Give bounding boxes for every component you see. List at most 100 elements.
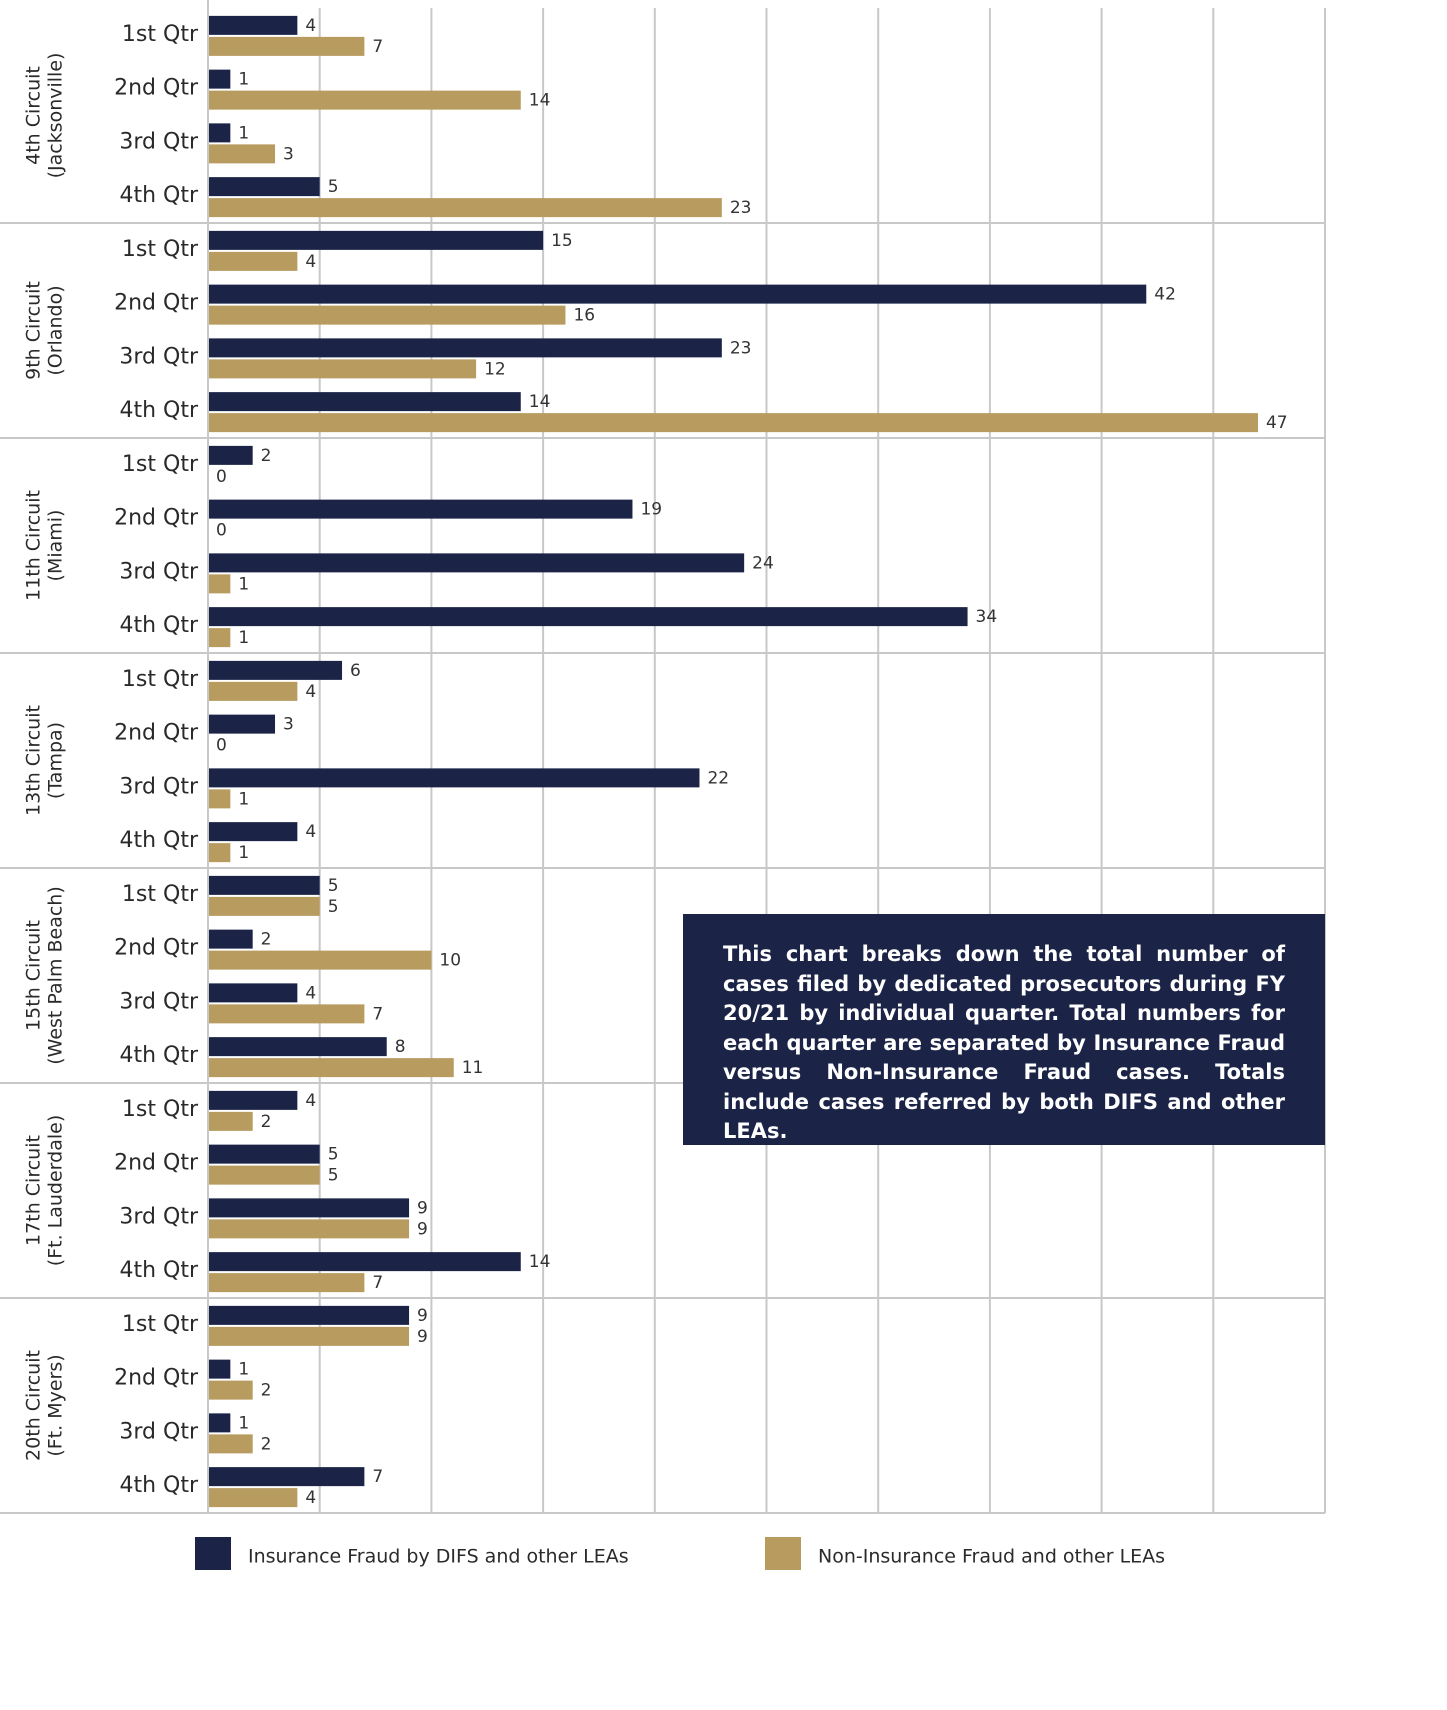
y-tick-label: 4th Qtr <box>119 1043 199 1068</box>
group-label: (West Palm Beach) <box>45 886 67 1065</box>
group-label: (Miami) <box>45 510 67 582</box>
y-tick-label: 4th Qtr <box>119 1473 199 1498</box>
legend-swatch <box>195 1537 231 1570</box>
y-tick-label: 2nd Qtr <box>114 76 199 101</box>
y-tick-label: 1st Qtr <box>122 452 199 477</box>
bar <box>208 1004 365 1024</box>
value-label: 22 <box>707 768 729 788</box>
value-label: 1 <box>238 123 249 143</box>
value-label: 23 <box>730 338 752 358</box>
y-tick-label: 3rd Qtr <box>119 1204 199 1229</box>
y-tick-label: 4th Qtr <box>119 828 199 853</box>
y-tick-label: 3rd Qtr <box>119 559 199 584</box>
bar <box>208 660 343 680</box>
value-label: 4 <box>305 822 316 842</box>
bar <box>208 144 276 164</box>
bar <box>208 843 231 863</box>
value-label: 14 <box>529 91 551 111</box>
bar <box>208 1273 365 1293</box>
value-label: 7 <box>372 1273 383 1293</box>
bar <box>208 1198 410 1218</box>
value-label: 24 <box>752 553 774 573</box>
value-label: 7 <box>372 1467 383 1487</box>
bar <box>208 230 544 250</box>
group-label: 17th Circuit <box>23 1135 45 1246</box>
group-label: (Tampa) <box>45 722 67 799</box>
value-label: 1 <box>238 70 249 90</box>
value-label: 12 <box>484 359 506 379</box>
bar <box>208 338 722 358</box>
value-label: 8 <box>395 1037 406 1057</box>
bar <box>208 198 722 218</box>
value-label: 5 <box>328 177 339 197</box>
bar <box>208 90 521 110</box>
bar <box>208 445 253 465</box>
bar <box>208 69 231 89</box>
bar <box>208 123 231 143</box>
value-label: 1 <box>238 1413 249 1433</box>
group-label: 20th Circuit <box>23 1350 45 1461</box>
value-label: 16 <box>573 306 595 326</box>
value-label: 42 <box>1154 285 1176 305</box>
value-label: 0 <box>216 521 227 541</box>
value-label: 19 <box>640 500 662 520</box>
value-label: 23 <box>730 198 752 218</box>
value-label: 1 <box>238 1360 249 1380</box>
bar <box>208 983 298 1003</box>
bar <box>208 1326 410 1346</box>
y-tick-label: 1st Qtr <box>122 667 199 692</box>
value-label: 5 <box>328 897 339 917</box>
bar <box>208 392 521 412</box>
y-tick-label: 4th Qtr <box>119 183 199 208</box>
y-tick-label: 4th Qtr <box>119 1258 199 1283</box>
value-label: 9 <box>417 1306 428 1326</box>
value-label: 14 <box>529 392 551 412</box>
value-label: 4 <box>305 983 316 1003</box>
value-label: 10 <box>439 951 461 971</box>
bar <box>208 1144 320 1164</box>
y-tick-label: 2nd Qtr <box>114 506 199 531</box>
bar <box>208 1252 521 1272</box>
y-tick-label: 2nd Qtr <box>114 1151 199 1176</box>
y-tick-label: 3rd Qtr <box>119 989 199 1014</box>
bar <box>208 1111 253 1131</box>
bar <box>208 1467 365 1487</box>
y-tick-label: 3rd Qtr <box>119 1419 199 1444</box>
y-tick-label: 4th Qtr <box>119 613 199 638</box>
y-tick-label: 3rd Qtr <box>119 129 199 154</box>
value-label: 9 <box>417 1198 428 1218</box>
bar <box>208 768 700 788</box>
y-tick-label: 1st Qtr <box>122 1312 199 1337</box>
bar <box>208 1434 253 1454</box>
group-label: (Ft. Lauderdale) <box>45 1115 67 1266</box>
value-label: 3 <box>283 715 294 735</box>
group-label: (Orlando) <box>45 285 67 375</box>
bar <box>208 1380 253 1400</box>
bar <box>208 553 745 573</box>
value-label: 9 <box>417 1219 428 1239</box>
bar <box>208 896 320 916</box>
bar <box>208 1058 454 1078</box>
group-label: 4th Circuit <box>23 66 45 165</box>
legend-label: Non-Insurance Fraud and other LEAs <box>818 1546 1165 1568</box>
value-label: 4 <box>305 1091 316 1111</box>
legend-swatch <box>765 1537 801 1570</box>
value-label: 5 <box>328 876 339 896</box>
y-tick-label: 1st Qtr <box>122 882 199 907</box>
value-label: 0 <box>216 467 227 487</box>
value-label: 5 <box>328 1166 339 1186</box>
group-label: 11th Circuit <box>23 490 45 601</box>
bar <box>208 681 298 701</box>
bar <box>208 822 298 842</box>
bar <box>208 1219 410 1239</box>
bar <box>208 177 320 197</box>
value-label: 4 <box>305 252 316 272</box>
bar <box>208 251 298 271</box>
y-tick-label: 1st Qtr <box>122 22 199 47</box>
y-tick-label: 3rd Qtr <box>119 344 199 369</box>
bar <box>208 284 1147 304</box>
value-label: 1 <box>238 574 249 594</box>
y-tick-label: 1st Qtr <box>122 1097 199 1122</box>
